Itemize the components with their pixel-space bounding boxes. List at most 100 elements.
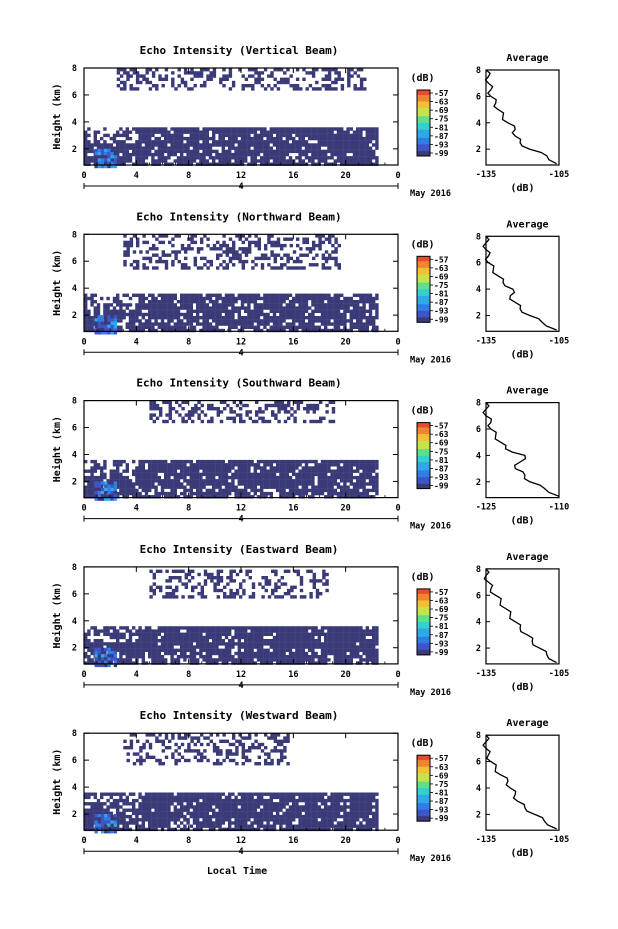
heatmap-cell [125,136,129,141]
heatmap-cell [181,407,185,411]
heatmap-cell [282,143,286,147]
heatmap-cell [135,146,139,150]
heatmap-cell [324,256,329,261]
heatmap-cell [144,629,149,633]
heatmap-cell [128,639,133,643]
heatmap-cell [84,140,88,144]
heatmap-cell [160,309,165,313]
heatmap-cell [308,328,312,333]
heatmap-cell [192,130,197,134]
heatmap-cell [122,312,126,317]
heatmap-cell [107,491,111,495]
heatmap-cell [311,642,315,646]
heatmap-cell [100,315,105,319]
colorbar-segment [417,458,430,461]
heatmap-cell [234,629,238,633]
heatmap-cell [218,140,222,144]
heatmap-cell [308,635,312,640]
heatmap-cell [128,655,133,659]
heatmap-cell [106,479,110,483]
heatmap-cell [176,463,181,467]
heatmap-cell [301,635,305,640]
heatmap-cell [308,658,312,662]
heatmap-cell [304,152,309,157]
heatmap-cell [116,319,120,323]
heatmap-cell [247,651,251,656]
heatmap-cell [356,306,360,310]
heatmap-cell [170,325,174,329]
heatmap-cell [208,300,213,304]
heatmap-cell [164,136,168,141]
heatmap-cell [113,158,118,162]
colorbar-segment [417,429,430,432]
heatmap-cell [180,319,184,323]
heatmap-cell [362,312,366,317]
colorbar-segment [417,480,430,483]
heatmap-cell [116,485,120,489]
heatmap-cell [231,293,235,297]
heatmap-cell [197,400,201,404]
heatmap-cell [202,642,206,646]
heatmap-cell [221,463,225,467]
heatmap-cell [372,162,376,166]
heatmap-cell [145,256,149,261]
heatmap-cell [308,648,312,652]
heatmap-cell [151,156,155,160]
heatmap-cell [135,472,139,477]
colorbar-segment [417,131,430,134]
heatmap-cell [208,632,213,636]
heatmap-cell [152,576,156,580]
heatmap-cell [221,133,225,138]
heatmap-cell [224,635,229,640]
heatmap-cell [151,316,155,320]
heatmap-cell [250,140,254,144]
colorbar-segment [417,452,430,455]
heatmap-cell [327,84,332,88]
heatmap-cell [181,400,185,404]
heatmap-cell [253,127,257,131]
colorbar-segment [417,295,430,298]
heatmap-cell [280,263,284,267]
heatmap-cell [142,263,146,267]
heatmap-cell [346,639,350,643]
heatmap-cell [107,327,111,332]
heatmap-cell [132,322,136,326]
heatmap-cell [170,635,174,640]
heatmap-cell [183,642,187,646]
heatmap-cell [216,576,220,580]
colorbar-segment [417,300,430,303]
heatmap-cell [129,68,133,72]
heatmap-cell [180,296,184,301]
heatmap-cell [254,243,258,248]
heatmap-cell [144,312,149,317]
heatmap-cell [269,136,273,141]
heatmap-cell [285,133,289,138]
heatmap-cell [340,655,344,659]
heatmap-cell [141,149,145,154]
heatmap-cell [144,322,149,326]
heatmap-cell [286,259,290,264]
heatmap-cell [257,237,261,241]
heatmap-cell [141,316,145,320]
heatmap-cell [247,322,251,326]
heatmap-cell [324,639,328,643]
heatmap-cell [327,296,331,301]
heatmap-cell [113,484,118,488]
heatmap-cell [208,293,213,297]
heatmap-cell [292,319,296,323]
heatmap-cell [96,629,101,633]
heatmap-cell [225,74,229,78]
heatmap-cell [240,629,245,633]
heatmap-cell [343,629,347,633]
heatmap-cell [272,140,277,144]
heatmap-cell [228,642,232,646]
heatmap-cell [203,68,207,72]
heatmap-cell [218,309,222,313]
heatmap-cell [256,459,261,464]
heatmap-cell [320,632,325,636]
heatmap-cell [167,156,171,160]
heatmap-cell [125,312,129,317]
heatmap-cell [317,463,321,467]
heatmap-cell [253,300,257,304]
heatmap-cell [362,296,366,301]
